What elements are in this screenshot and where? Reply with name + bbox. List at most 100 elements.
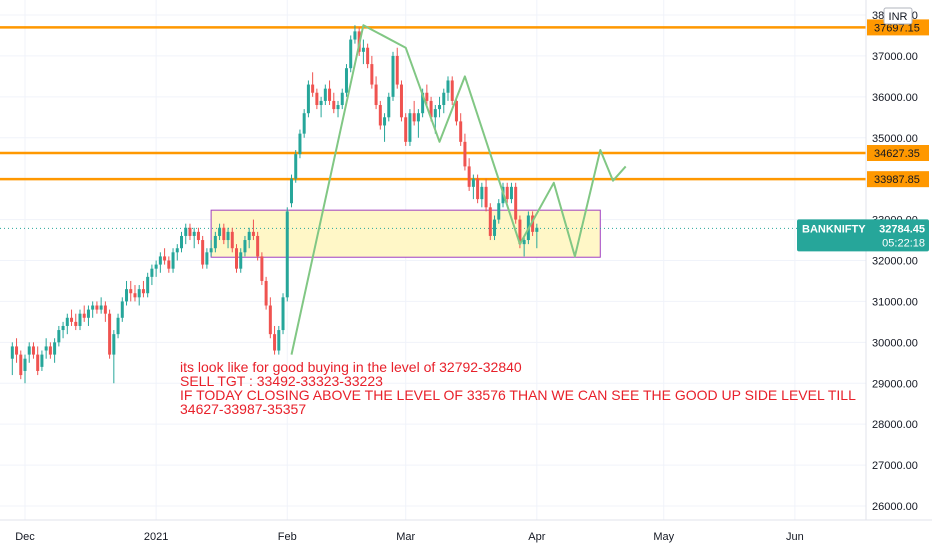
candle-body-35 [158, 256, 162, 265]
candle-71 [311, 72, 315, 97]
level-price-label-1: 34627.35 [867, 144, 929, 161]
svg-text:37697.15: 37697.15 [874, 22, 920, 34]
candle-114 [493, 215, 497, 241]
candle-42 [188, 223, 192, 241]
candle-body-0 [10, 346, 14, 359]
candle-33 [150, 264, 154, 286]
annotation-line-2: IF TODAY CLOSING ABOVE THE LEVEL OF 3357… [180, 387, 856, 403]
symbol-price-label[interactable]: BANKNIFTY 32784.45 05:22:18 [797, 219, 929, 252]
candle-body-49 [218, 227, 222, 236]
candle-body-28 [129, 289, 133, 294]
y-tick-label-9: 35000.00 [872, 133, 918, 145]
candle-22 [103, 301, 107, 322]
candle-52 [230, 227, 234, 253]
candle-body-16 [78, 313, 82, 326]
candle-body-52 [230, 231, 234, 249]
y-tick-label-3: 29000.00 [872, 378, 918, 390]
candle-59 [260, 252, 264, 286]
candle-body-114 [493, 219, 497, 236]
candle-51 [226, 227, 230, 249]
candle-92 [399, 80, 403, 122]
candle-85 [370, 55, 374, 89]
candle-10 [53, 338, 57, 363]
candle-93 [404, 113, 408, 146]
zone-rectangle[interactable] [210, 209, 601, 258]
candle-body-4 [27, 346, 31, 355]
candle-body-79 [344, 68, 348, 93]
candle-body-103 [446, 80, 450, 93]
candle-115 [497, 199, 501, 224]
candle-body-105 [454, 100, 458, 122]
candle-0 [10, 342, 14, 376]
candle-73 [319, 96, 323, 118]
candle-body-14 [70, 317, 74, 322]
countdown-timer: 05:22:18 [882, 237, 925, 249]
annotation-line-0: its look like for good buying in the lev… [180, 359, 522, 375]
candle-118 [509, 182, 513, 204]
candle-body-44 [196, 231, 200, 241]
candle-body-2 [19, 354, 23, 376]
candle-body-51 [226, 231, 230, 241]
candle-body-91 [395, 55, 399, 85]
candle-60 [264, 276, 268, 310]
candle-body-61 [268, 305, 272, 335]
candle-body-36 [163, 256, 167, 261]
candle-body-7 [40, 354, 44, 367]
candle-78 [340, 88, 344, 110]
candle-24 [112, 330, 116, 384]
candle-55 [243, 235, 247, 257]
candle-107 [463, 133, 467, 171]
candle-14 [70, 309, 74, 326]
candle-body-69 [302, 113, 306, 134]
candle-body-121 [522, 240, 526, 245]
candle-body-111 [480, 186, 484, 200]
currency-badge[interactable]: INR [883, 7, 913, 25]
candle-body-89 [387, 96, 391, 118]
candle-body-23 [108, 313, 112, 355]
candle-body-73 [319, 100, 323, 106]
candle-body-92 [399, 84, 403, 118]
candle-body-66 [289, 178, 293, 204]
candle-49 [218, 223, 222, 241]
candle-79 [344, 64, 348, 97]
candle-27 [125, 280, 129, 306]
candle-23 [108, 309, 112, 359]
candle-body-115 [497, 203, 501, 220]
candle-36 [163, 248, 167, 265]
candle-7 [40, 350, 44, 371]
candle-5 [31, 342, 35, 359]
candle-body-107 [463, 141, 467, 167]
candle-body-106 [459, 121, 463, 142]
candle-body-101 [438, 105, 442, 110]
candle-body-90 [391, 55, 395, 97]
candle-95 [412, 100, 416, 126]
candle-body-85 [370, 64, 374, 85]
candle-body-94 [408, 113, 412, 142]
candle-body-11 [57, 330, 61, 343]
candle-body-75 [328, 88, 332, 101]
projection-path[interactable] [290, 24, 627, 355]
candle-74 [323, 84, 327, 106]
candle-1 [15, 338, 19, 363]
candle-body-22 [103, 305, 107, 314]
candle-101 [438, 96, 442, 118]
candle-21 [99, 297, 103, 314]
candle-body-109 [471, 178, 475, 187]
candle-body-47 [209, 248, 213, 253]
candle-87 [378, 100, 382, 130]
candle-31 [141, 280, 145, 298]
candle-46 [205, 248, 209, 269]
candle-124 [535, 223, 539, 249]
x-tick-label-6: Jun [786, 531, 804, 543]
candle-body-68 [298, 133, 302, 155]
x-tick-label-3: Mar [396, 531, 415, 543]
candle-57 [251, 219, 255, 241]
candle-37 [167, 256, 171, 273]
candle-62 [273, 325, 277, 355]
candle-body-99 [429, 100, 433, 118]
candle-45 [201, 235, 205, 269]
candle-body-88 [383, 117, 387, 126]
candle-123 [531, 211, 535, 236]
candle-body-86 [374, 84, 378, 106]
